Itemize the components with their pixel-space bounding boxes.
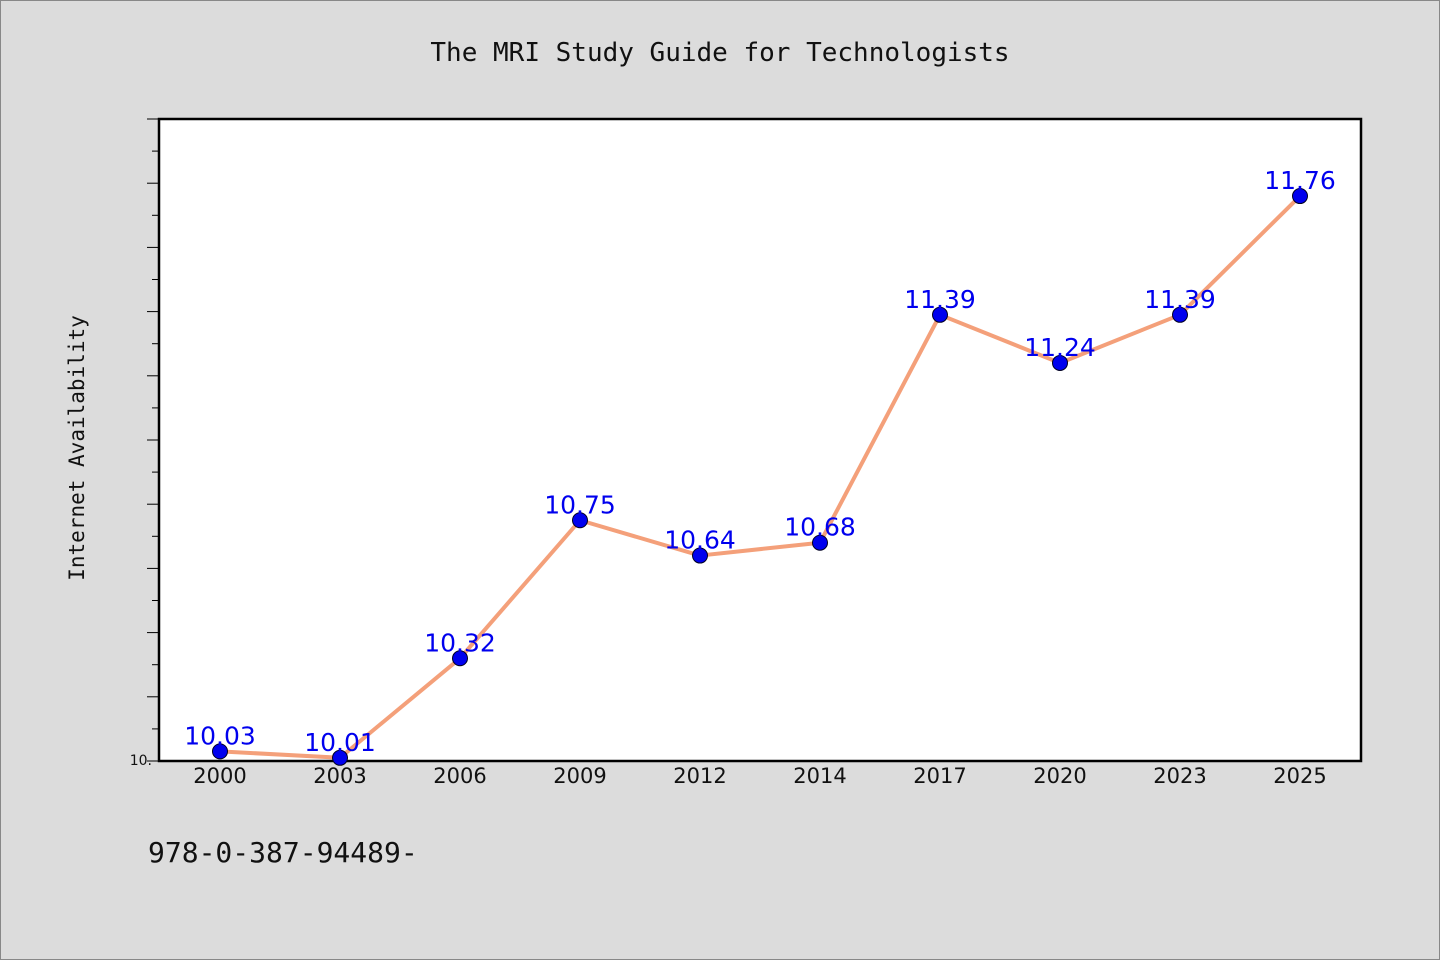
x-tick-label: 2017: [913, 764, 966, 788]
x-tick-label: 2000: [193, 764, 246, 788]
series-line: [218, 194, 1302, 760]
x-tick-label: 2023: [1153, 764, 1206, 788]
data-point: [572, 512, 588, 529]
plot-area: [157, 117, 1363, 763]
data-labels: 10.03 10.01 10.32 10.75 10.64 10.68 11.39 11.24…: [184, 166, 1336, 757]
data-point: [212, 743, 228, 760]
data-point: [1292, 188, 1308, 205]
data-label: 11.76: [1264, 166, 1336, 195]
data-point: [1172, 306, 1188, 323]
data-point: [812, 534, 828, 551]
x-tick-label: 2009: [553, 764, 606, 788]
y-axis-label: Internet Availability: [65, 315, 89, 581]
data-label: 10.75: [544, 490, 616, 519]
x-tick-label: 2025: [1273, 764, 1326, 788]
x-tick-label: 2003: [313, 764, 366, 788]
data-label: 11.24: [1024, 333, 1096, 362]
x-tick-label: 2012: [673, 764, 726, 788]
data-label: 10.01: [304, 728, 376, 757]
data-point: [452, 650, 468, 667]
series-markers: [212, 188, 1308, 766]
x-tick-label: 2020: [1033, 764, 1086, 788]
data-point: [692, 547, 708, 564]
data-point: [1052, 354, 1068, 371]
x-tick-label: 2006: [433, 764, 486, 788]
x-tick-label: 2014: [793, 764, 846, 788]
data-label: 10.64: [664, 526, 736, 555]
footer-isbn: 978-0-387-94489-: [148, 836, 418, 869]
x-axis-tick-labels: 2000 2003 2006 2009 2012 2014 2017 2020 2023 2025: [193, 764, 1326, 788]
data-label: 10.03: [184, 721, 256, 750]
y-tick-label: 10.: [130, 753, 152, 769]
data-point: [932, 306, 948, 323]
y-axis-ticks: [147, 118, 159, 762]
chart-title: The MRI Study Guide for Technologists: [430, 38, 1009, 68]
data-label: 11.39: [1144, 285, 1216, 314]
data-label: 11.39: [904, 285, 976, 314]
data-label: 10.32: [424, 628, 496, 657]
data-label: 10.68: [784, 513, 856, 542]
data-point: [332, 749, 348, 766]
